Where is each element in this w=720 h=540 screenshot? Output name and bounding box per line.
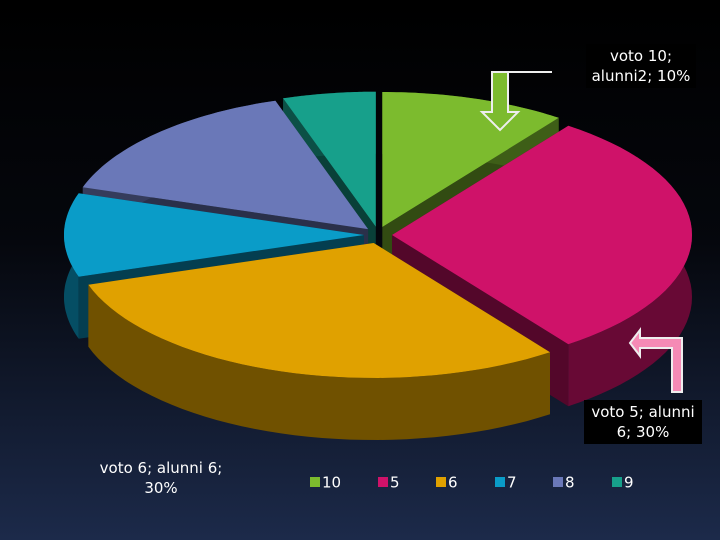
legend-swatch: [495, 477, 505, 487]
slice-top: [88, 243, 551, 378]
legend-label: 8: [565, 474, 575, 492]
legend-swatch: [378, 477, 388, 487]
legend-swatch: [436, 477, 446, 487]
legend-label: 9: [624, 474, 634, 492]
legend-swatch: [553, 477, 563, 487]
data-label: voto 5; alunni 6; 30%: [584, 400, 702, 444]
data-label: voto 10; alunni2; 10%: [586, 44, 696, 88]
slice-top: [283, 91, 376, 227]
legend-swatch: [310, 477, 320, 487]
slice-top: [382, 92, 559, 227]
slice-top: [64, 193, 364, 277]
legend-label: 7: [507, 474, 517, 492]
legend-label: 5: [390, 474, 400, 492]
slice: [88, 243, 551, 440]
slice-top: [392, 125, 692, 345]
data-label: voto 6; alunni 6; 30%: [99, 459, 223, 497]
pie: [64, 91, 692, 440]
legend-label: 6: [448, 474, 458, 492]
slice-wall: [88, 284, 551, 440]
arrow: [628, 327, 683, 393]
legend-swatch: [612, 477, 622, 487]
arrow: [479, 71, 552, 132]
slice-top: [82, 100, 369, 230]
legend-label: 10: [322, 474, 341, 492]
